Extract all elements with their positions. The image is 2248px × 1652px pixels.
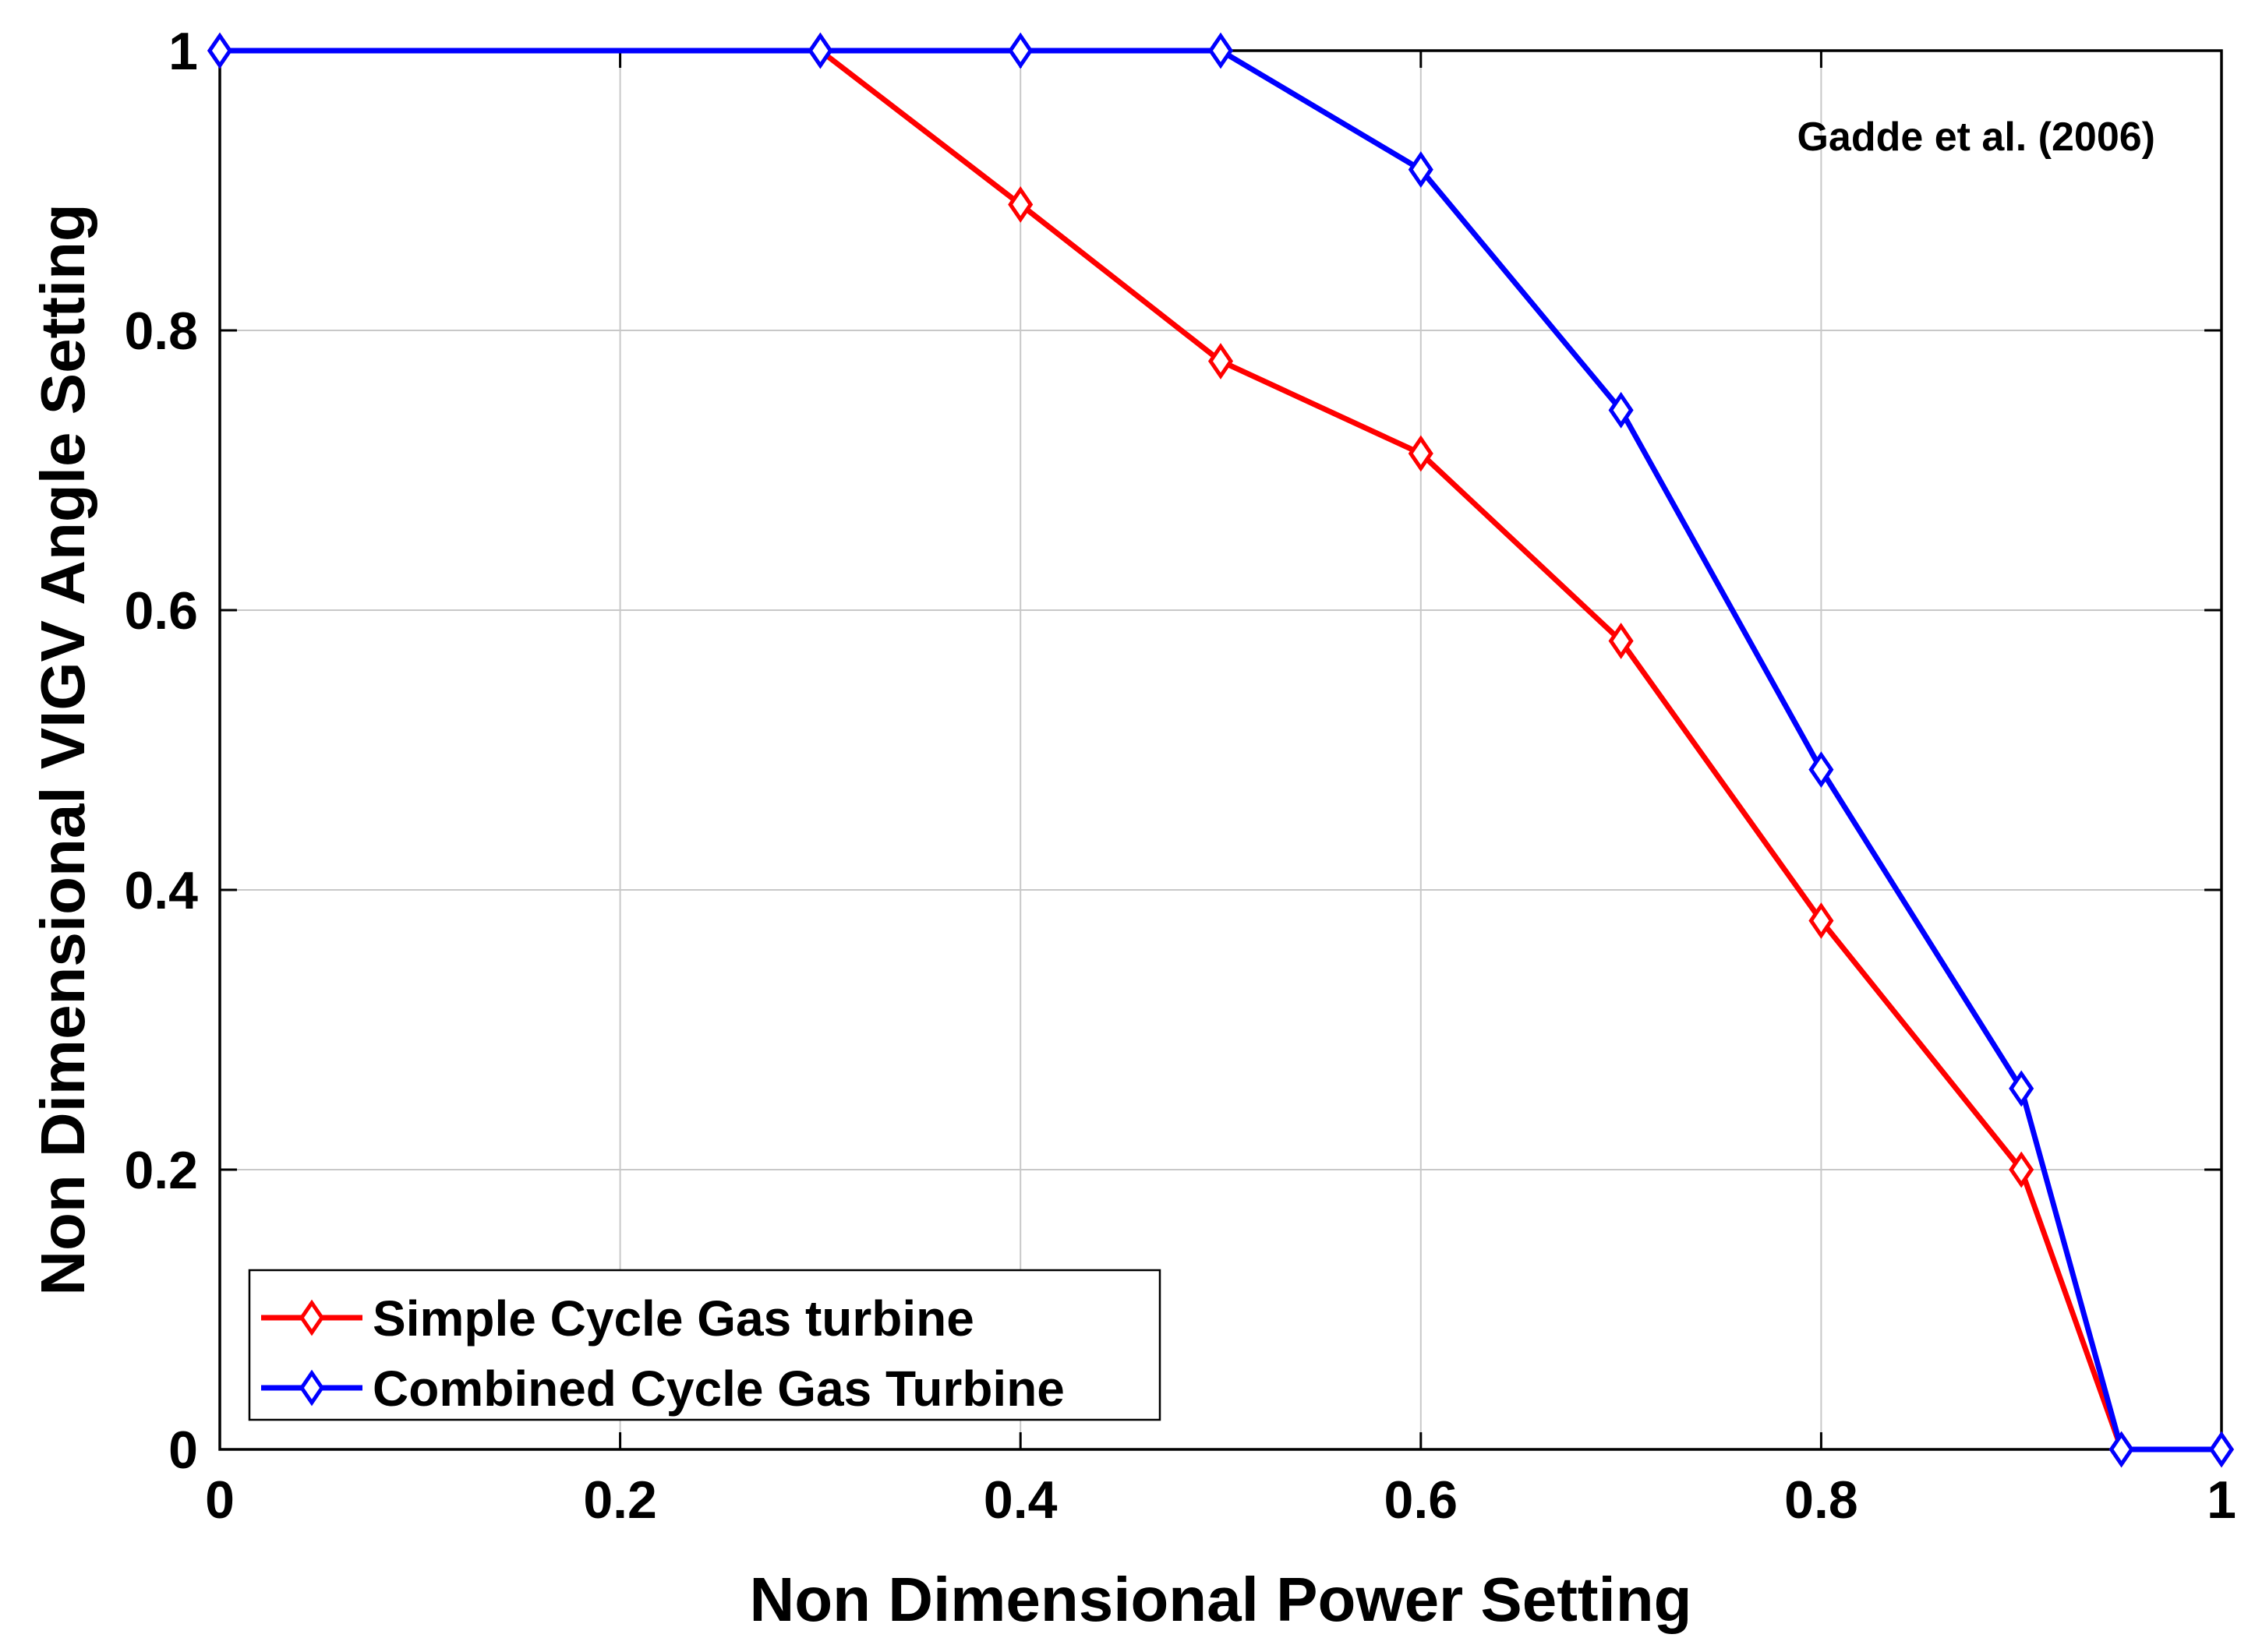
data-point bbox=[2108, 1431, 2134, 1468]
series-line bbox=[220, 48, 2221, 1453]
x-axis-label: Non Dimensional Power Setting bbox=[749, 1565, 1691, 1634]
y-tick-label: 0.6 bbox=[124, 581, 198, 641]
plot-area-frame bbox=[218, 49, 2223, 1451]
data-point bbox=[1608, 391, 1634, 429]
y-tick-label: 0.8 bbox=[124, 302, 198, 361]
legend-box bbox=[248, 1269, 1161, 1421]
data-point bbox=[1408, 435, 1433, 472]
data-point bbox=[1008, 186, 1034, 223]
x-tick-labels: 0 0.2 0.4 0.6 0.8 1 bbox=[205, 1470, 2236, 1530]
x-tick-label: 1 bbox=[2207, 1470, 2236, 1530]
x-tick-label: 0.6 bbox=[1384, 1470, 1458, 1530]
legend-item: Simple Cycle Gas turbine bbox=[261, 1290, 974, 1347]
legend-label: Simple Cycle Gas turbine bbox=[373, 1290, 974, 1347]
data-point bbox=[1207, 32, 1234, 69]
data-point bbox=[1808, 751, 1834, 789]
series-layer bbox=[207, 32, 2235, 1468]
citation-annotation: Gadde et al. (2006) bbox=[1797, 115, 2155, 160]
y-tick-label: 1 bbox=[168, 22, 198, 81]
y-axis-label: Non Dimensional VIGV Angle Setting bbox=[28, 203, 97, 1296]
grid bbox=[219, 50, 2222, 1450]
legend: Simple Cycle Gas turbine Combined Cycle G… bbox=[248, 1269, 1161, 1421]
x-tick-label: 0.2 bbox=[583, 1470, 657, 1530]
x-tick-label: 0.4 bbox=[984, 1470, 1058, 1530]
legend-marker bbox=[299, 1369, 325, 1407]
data-point bbox=[1408, 151, 1433, 189]
ticks bbox=[218, 49, 2223, 1451]
series-2 bbox=[207, 32, 2235, 1468]
data-point bbox=[1207, 343, 1234, 379]
x-tick-label: 0.8 bbox=[1784, 1470, 1858, 1530]
data-point bbox=[2009, 1151, 2034, 1188]
series-line bbox=[220, 48, 2221, 1453]
y-tick-label: 0 bbox=[168, 1421, 198, 1480]
data-point bbox=[1008, 32, 1034, 69]
data-point bbox=[2208, 1431, 2235, 1468]
legend-label: Combined Cycle Gas Turbine bbox=[373, 1361, 1065, 1417]
data-point bbox=[207, 32, 233, 69]
data-point bbox=[2009, 1070, 2034, 1107]
data-point bbox=[1608, 623, 1634, 659]
legend-marker bbox=[299, 1299, 325, 1336]
series-1 bbox=[207, 32, 2235, 1468]
y-tick-labels: 0 0.2 0.4 0.6 0.8 1 bbox=[124, 22, 198, 1480]
x-tick-label: 0 bbox=[205, 1470, 235, 1530]
y-tick-label: 0.4 bbox=[124, 861, 198, 920]
data-point bbox=[808, 32, 833, 69]
data-point bbox=[1808, 902, 1834, 939]
y-tick-label: 0.2 bbox=[124, 1141, 198, 1200]
legend-item: Combined Cycle Gas Turbine bbox=[261, 1361, 1065, 1417]
